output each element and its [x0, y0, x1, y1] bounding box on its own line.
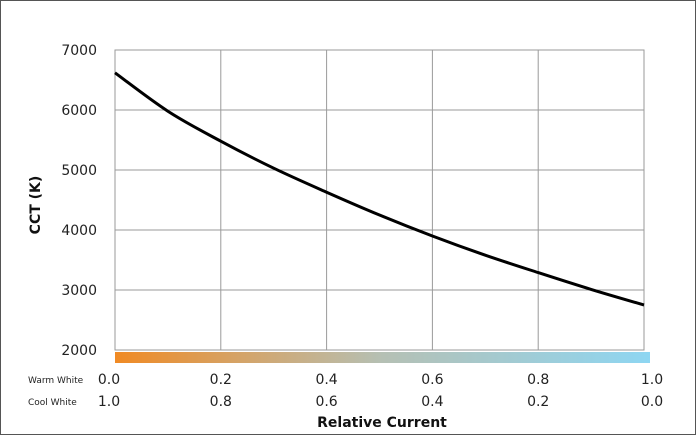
y-axis-title: CCT (K)	[28, 176, 44, 235]
warm-white-tick-2: 0.4	[315, 372, 337, 388]
plot-border	[114, 49, 645, 351]
y-tick-6000: 6000	[61, 103, 97, 119]
gridlines	[114, 49, 645, 351]
cool-white-row: Cool White 1.0 0.8 0.6 0.4 0.2 0.0	[28, 394, 663, 410]
cool-white-label: Cool White	[28, 398, 77, 408]
cool-white-tick-5: 0.0	[641, 394, 663, 410]
warm-white-row: Warm White 0.0 0.2 0.4 0.6 0.8 1.0	[28, 372, 663, 388]
y-tick-7000: 7000	[61, 43, 97, 59]
cool-white-tick-3: 0.4	[421, 394, 443, 410]
warm-white-tick-3: 0.6	[421, 372, 443, 388]
warm-white-tick-5: 1.0	[641, 372, 663, 388]
warm-white-tick-0: 0.0	[98, 372, 120, 388]
cool-white-tick-1: 0.8	[210, 394, 232, 410]
warm-white-tick-4: 0.8	[527, 372, 549, 388]
y-tick-3000: 3000	[61, 283, 97, 299]
y-tick-labels: 2000 3000 4000 5000 6000 7000	[61, 43, 97, 359]
warm-white-label: Warm White	[28, 376, 84, 386]
x-axis-title: Relative Current	[317, 415, 447, 431]
y-tick-4000: 4000	[61, 223, 97, 239]
y-tick-2000: 2000	[61, 343, 97, 359]
warm-cool-gradient-bar	[115, 352, 650, 363]
warm-white-tick-1: 0.2	[210, 372, 232, 388]
cool-white-tick-4: 0.2	[527, 394, 549, 410]
y-tick-5000: 5000	[61, 163, 97, 179]
cool-white-tick-2: 0.6	[315, 394, 337, 410]
cool-white-tick-0: 1.0	[98, 394, 120, 410]
cct-curve	[114, 71, 645, 307]
